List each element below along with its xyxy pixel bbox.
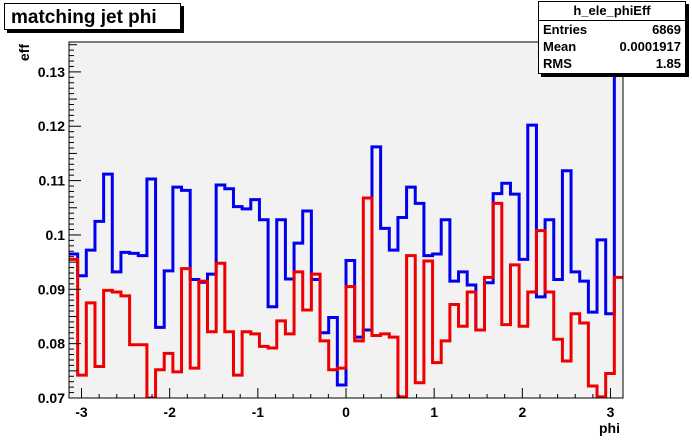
stats-label: Mean [543, 39, 577, 54]
x-tick-label: 2 [518, 404, 526, 420]
y-tick-label: 0.09 [38, 281, 65, 297]
x-tick-label: -1 [252, 404, 265, 420]
y-tick-label: 0.07 [38, 390, 65, 406]
x-tick-label: -3 [75, 404, 88, 420]
y-tick-label: 0.13 [38, 64, 65, 80]
y-tick-label: 0.1 [46, 227, 66, 243]
x-axis: -3 -2 -1 0 1 2 3 [75, 388, 615, 420]
stats-row-entries: Entries 6869 [539, 21, 685, 38]
stats-row-mean: Mean 0.0001917 [539, 38, 685, 55]
y-axis: 0.07 0.08 0.09 0.1 0.11 0.12 0.13 [38, 44, 81, 406]
x-axis-label: phi [599, 420, 620, 436]
x-tick-label: 1 [430, 404, 438, 420]
stats-box: h_ele_phiEff Entries 6869 Mean 0.0001917… [538, 1, 686, 74]
stats-value: 0.0001917 [619, 39, 681, 54]
chart-title-box: matching jet phi [4, 3, 181, 30]
x-tick-label: -2 [163, 404, 176, 420]
series-group [69, 42, 623, 398]
stats-label: RMS [543, 56, 572, 71]
stats-row-rms: RMS 1.85 [539, 55, 685, 72]
y-axis-label: eff [16, 44, 32, 61]
series-1-line [69, 196, 623, 398]
y-tick-label: 0.11 [39, 173, 66, 189]
stats-value: 1.85 [655, 56, 681, 71]
y-tick-label: 0.12 [38, 118, 65, 134]
stats-histogram-name: h_ele_phiEff [539, 2, 685, 21]
y-tick-label: 0.08 [38, 336, 65, 352]
x-tick-label: 0 [342, 404, 350, 420]
stats-label: Entries [543, 22, 588, 37]
stats-value: 6869 [652, 22, 681, 37]
chart-title: matching jet phi [11, 7, 157, 28]
x-tick-label: 3 [607, 404, 615, 420]
